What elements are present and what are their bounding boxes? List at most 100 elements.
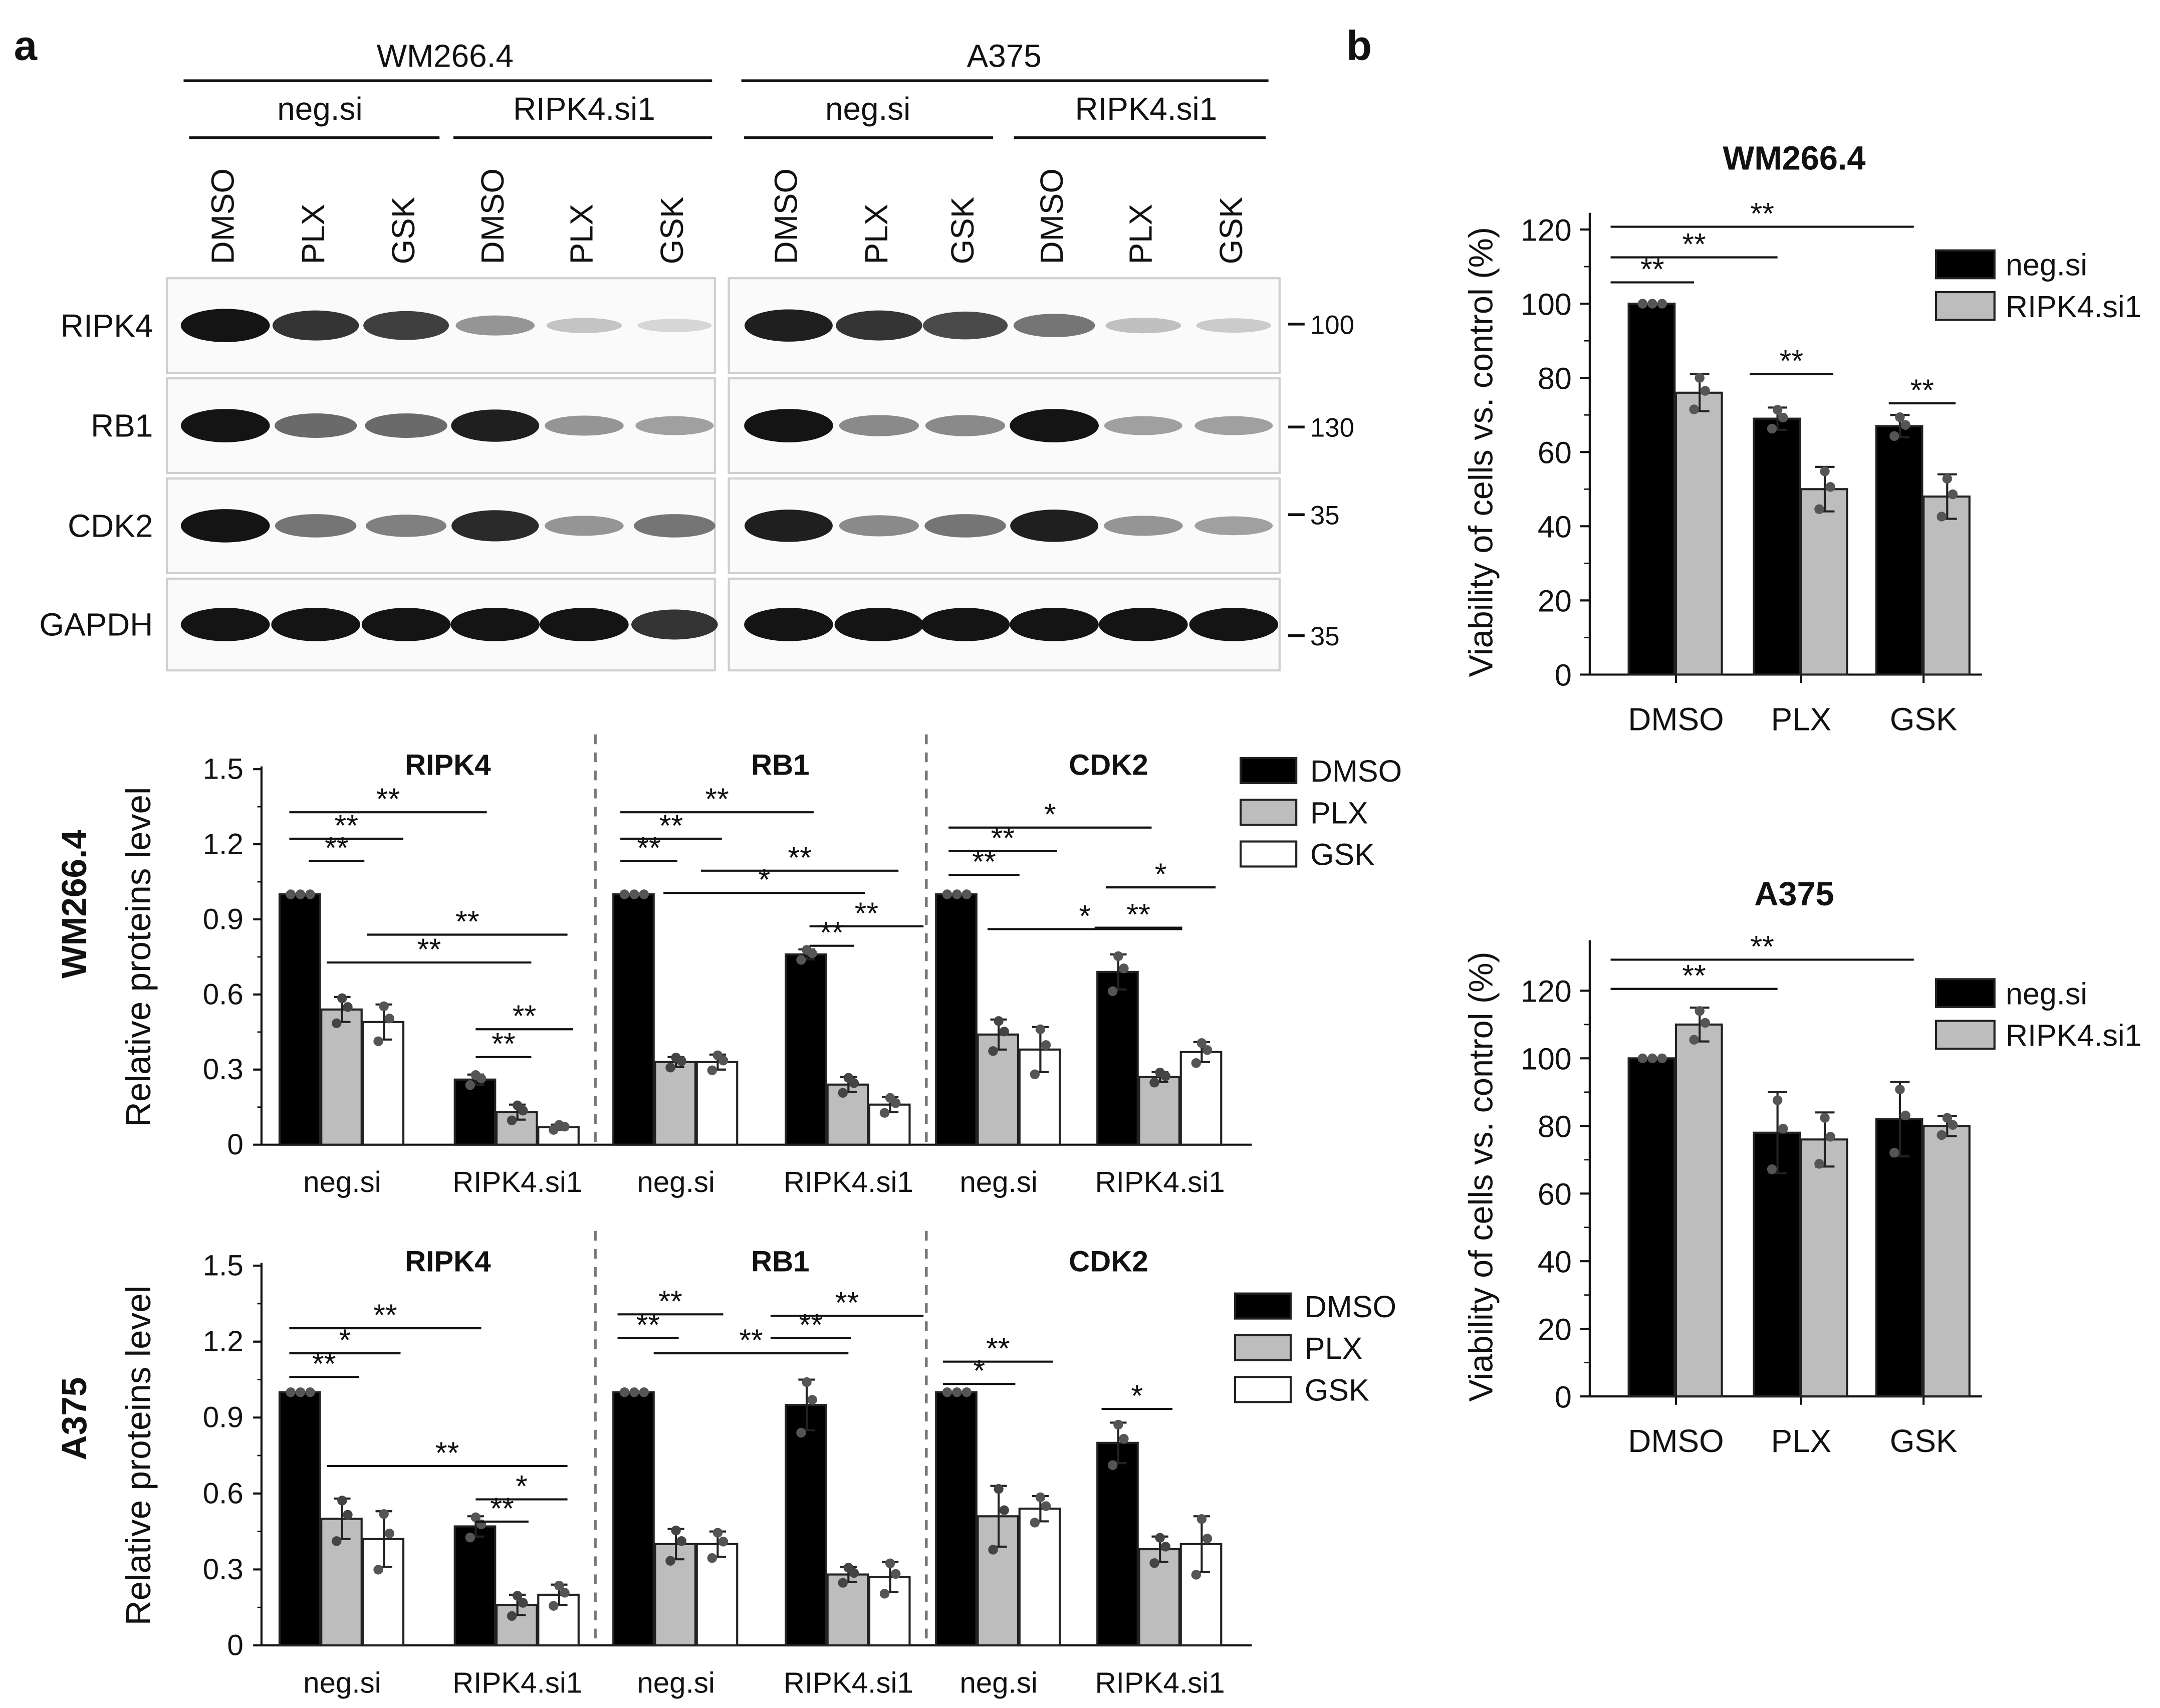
x-tick-label: GSK: [1890, 1423, 1958, 1459]
bar: [1138, 1076, 1181, 1146]
y-tick-label: 0.3: [203, 1553, 244, 1586]
significance-mark: **: [1682, 958, 1706, 993]
data-point: [619, 889, 630, 899]
data-point: [629, 889, 639, 899]
blot-band: [924, 514, 1006, 538]
group-label: RIPK4.si1: [784, 1166, 913, 1198]
data-point: [1191, 1570, 1202, 1580]
blot-band: [631, 609, 718, 640]
blot-band: [1104, 416, 1182, 435]
data-point: [549, 1601, 559, 1611]
data-point: [1196, 1038, 1207, 1048]
significance-mark: *: [1044, 797, 1056, 831]
blot-band: [540, 608, 629, 641]
y-tick-label: 80: [1538, 361, 1572, 395]
blot-band: [545, 415, 624, 436]
blot-band: [1010, 409, 1099, 442]
data-point: [1637, 299, 1648, 309]
data-point: [1937, 512, 1947, 522]
bar: [1800, 1138, 1848, 1398]
blot-band: [1010, 510, 1099, 542]
significance-mark: **: [312, 1347, 336, 1381]
data-point: [518, 1105, 528, 1116]
data-point: [1900, 420, 1910, 430]
data-point: [1149, 1558, 1159, 1568]
data-point: [1647, 1053, 1657, 1064]
data-point: [507, 1115, 517, 1125]
legend-swatch: [1234, 1334, 1292, 1362]
bar: [278, 1391, 321, 1647]
x-tick-label: GSK: [1890, 701, 1958, 737]
y-tick-label: 1.5: [203, 753, 244, 786]
bar: [785, 1403, 827, 1647]
significance-mark: **: [490, 1491, 514, 1525]
y-axis-label: Viability of cells vs. control (%): [1463, 951, 1500, 1401]
data-point: [718, 1056, 729, 1066]
data-point: [1778, 412, 1788, 423]
data-point: [1895, 1084, 1905, 1095]
blot-band: [180, 608, 270, 641]
y-tick-label: 0.6: [203, 1477, 244, 1510]
significance-mark: *: [1131, 1379, 1143, 1413]
significance-mark: **: [637, 831, 661, 865]
significance-mark: **: [739, 1323, 763, 1357]
blot-band: [1013, 314, 1095, 337]
data-point: [1942, 473, 1953, 484]
blot-band: [275, 514, 357, 538]
data-point: [994, 1484, 1004, 1494]
blot-band: [272, 310, 359, 341]
sirna-label-wm-ripk4: RIPK4.si1: [513, 91, 655, 127]
data-point: [619, 1387, 630, 1397]
mw-marker-label: 100: [1310, 310, 1354, 340]
data-point: [707, 1553, 717, 1563]
legend-swatch: [1935, 978, 1996, 1008]
blot-band: [361, 608, 451, 641]
blot-band: [365, 413, 447, 438]
data-point: [1041, 1501, 1051, 1511]
significance-mark: *: [973, 1354, 985, 1388]
group-label: neg.si: [959, 1666, 1038, 1699]
bar: [695, 1061, 739, 1146]
y-tick-label: 1.2: [203, 828, 244, 861]
data-point: [712, 1528, 723, 1538]
legend-label: GSK: [1305, 1373, 1369, 1407]
bar: [826, 1573, 869, 1647]
blot-band: [1196, 318, 1271, 333]
lane-label: PLX: [295, 204, 331, 265]
data-point: [942, 1387, 952, 1397]
x-tick-label: DMSO: [1628, 1423, 1724, 1459]
blot-band: [633, 514, 715, 538]
blot-band: [455, 315, 535, 336]
subplot-title: RIPK4: [405, 1245, 491, 1278]
data-point: [1657, 1053, 1667, 1064]
y-tick-label: 0.6: [203, 978, 244, 1011]
group-label: neg.si: [959, 1166, 1038, 1198]
legend-label: neg.si: [2006, 977, 2087, 1011]
data-point: [665, 1063, 675, 1073]
data-point: [849, 1078, 859, 1088]
data-point: [952, 889, 962, 899]
lane-label: PLX: [858, 204, 894, 265]
data-point: [1689, 1035, 1699, 1045]
data-point: [1820, 1113, 1830, 1123]
data-point: [286, 1387, 296, 1397]
y-tick-label: 1.2: [203, 1325, 244, 1358]
group-label: neg.si: [303, 1166, 381, 1198]
lane-label: GSK: [944, 197, 981, 265]
significance-mark: **: [636, 1308, 660, 1342]
blot-band: [1194, 516, 1273, 536]
row-label: A375: [55, 1377, 94, 1460]
bar: [935, 893, 978, 1146]
data-point: [1820, 466, 1830, 476]
data-point: [1895, 412, 1905, 422]
bar: [977, 1033, 1020, 1146]
data-point: [1202, 1534, 1213, 1544]
bar: [612, 1391, 655, 1647]
data-point: [560, 1121, 570, 1132]
legend-swatch: [1935, 1020, 1996, 1050]
data-point: [305, 889, 315, 899]
data-point: [890, 1569, 901, 1579]
data-point: [1119, 1434, 1129, 1444]
blot-band: [1189, 608, 1279, 641]
significance-mark: **: [513, 999, 537, 1033]
